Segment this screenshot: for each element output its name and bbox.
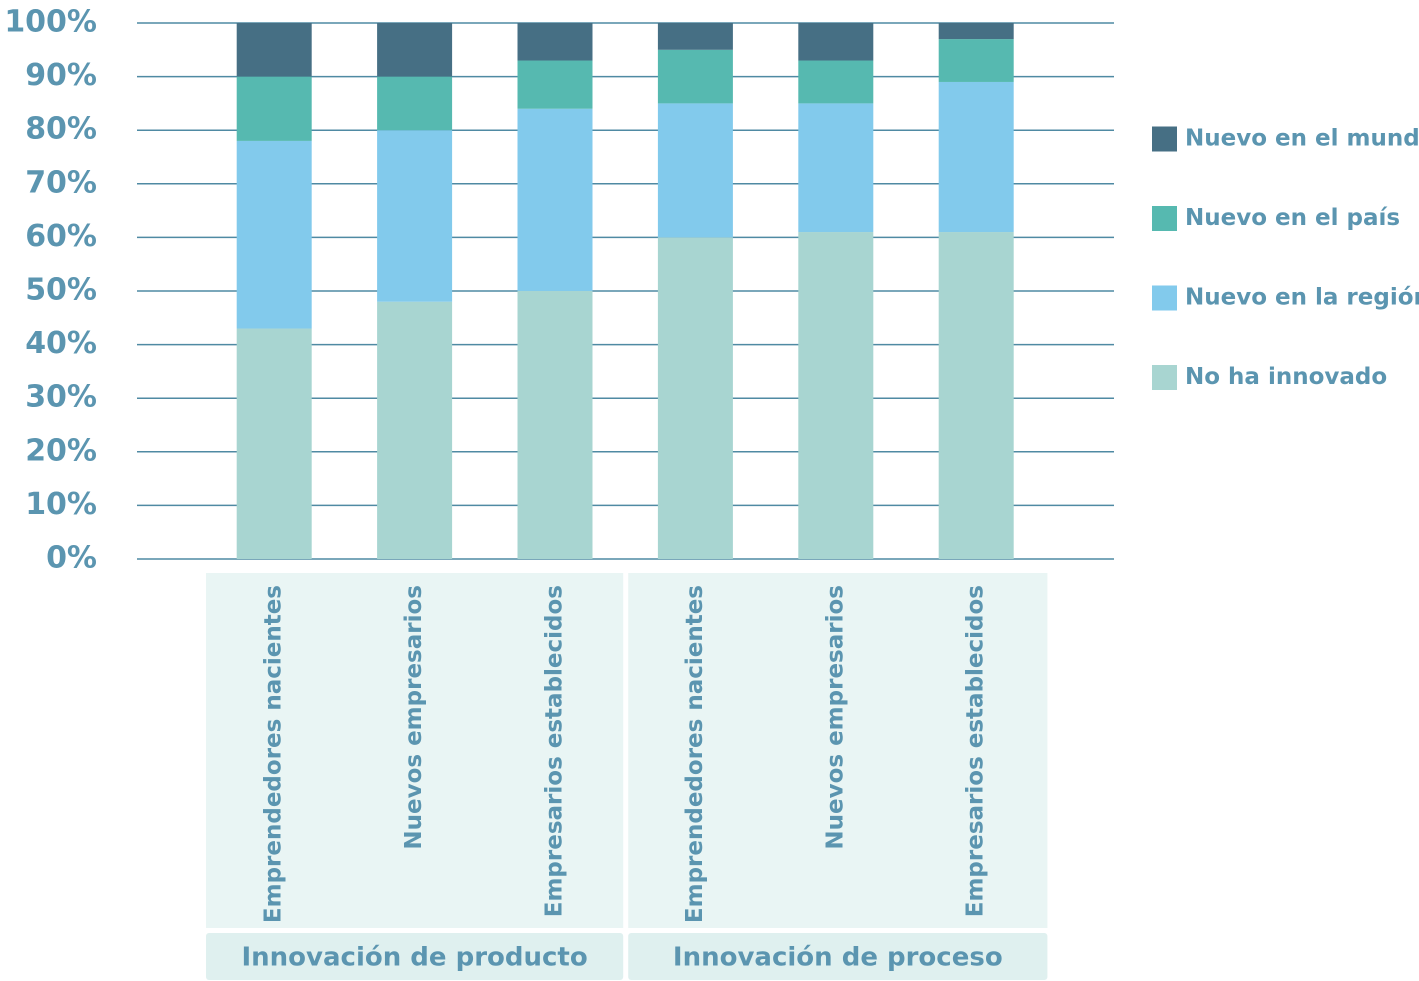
bar-segment <box>798 23 874 61</box>
bar-segment <box>938 232 1014 560</box>
bar-segment <box>236 76 312 141</box>
legend-swatch <box>1152 206 1177 231</box>
group-label-box <box>628 933 1048 980</box>
group-label: Innovación de producto <box>241 943 587 973</box>
bar-segment <box>236 23 312 77</box>
bar-segment <box>657 103 733 238</box>
x-tick-label: Emprendedores nacientes <box>682 585 708 923</box>
group-label: Innovación de proceso <box>673 943 1003 973</box>
bar-segment <box>938 81 1014 233</box>
bar-segment <box>517 23 593 61</box>
y-tick-label: 0% <box>46 541 97 576</box>
bar-segment <box>377 76 453 131</box>
y-tick-label: 90% <box>25 58 97 93</box>
bar-segment <box>938 39 1014 82</box>
bar-segment <box>657 23 733 50</box>
bar-segment <box>236 328 312 559</box>
x-tick-label: Nuevos empresarios <box>822 585 848 850</box>
legend-label: Nuevo en la región <box>1185 285 1419 311</box>
y-tick-label: 20% <box>25 433 97 468</box>
x-tick-label: Nuevos empresarios <box>401 585 427 850</box>
bar-segment <box>798 232 874 560</box>
bar-segment <box>377 130 453 302</box>
bar-segment <box>517 108 593 291</box>
bar-segment <box>517 60 593 109</box>
bar-segment <box>377 301 453 559</box>
y-tick-label: 70% <box>25 165 97 200</box>
legend-label: Nuevo en el país <box>1185 205 1400 231</box>
y-tick-label: 50% <box>25 273 97 308</box>
y-tick-label: 80% <box>25 112 97 147</box>
legend-swatch <box>1152 365 1177 390</box>
bar-segment <box>236 140 312 329</box>
y-tick-label: 100% <box>4 5 97 40</box>
group-box <box>206 573 624 928</box>
group-label-box <box>206 933 624 980</box>
x-tick-label: Empresarios establecidos <box>542 585 568 917</box>
bar-segment <box>517 291 593 559</box>
legend-swatch <box>1152 285 1177 311</box>
bar-segment <box>798 60 874 104</box>
bar-segment <box>377 23 453 77</box>
y-tick-label: 40% <box>25 326 97 361</box>
bar-segment <box>657 49 733 104</box>
y-tick-label: 60% <box>25 219 97 254</box>
legend-label: Nuevo en el mundo <box>1185 126 1419 152</box>
legend-label: No ha innovado <box>1185 364 1387 390</box>
bar-segment <box>938 23 1014 40</box>
y-tick-label: 10% <box>25 487 97 522</box>
group-box <box>628 573 1048 928</box>
legend-swatch <box>1152 126 1177 152</box>
x-tick-label: Empresarios establecidos <box>963 585 989 917</box>
bar-segment <box>798 103 874 233</box>
x-tick-label: Emprendedores nacientes <box>261 585 287 923</box>
y-tick-label: 30% <box>25 380 97 415</box>
bar-segment <box>657 237 733 559</box>
